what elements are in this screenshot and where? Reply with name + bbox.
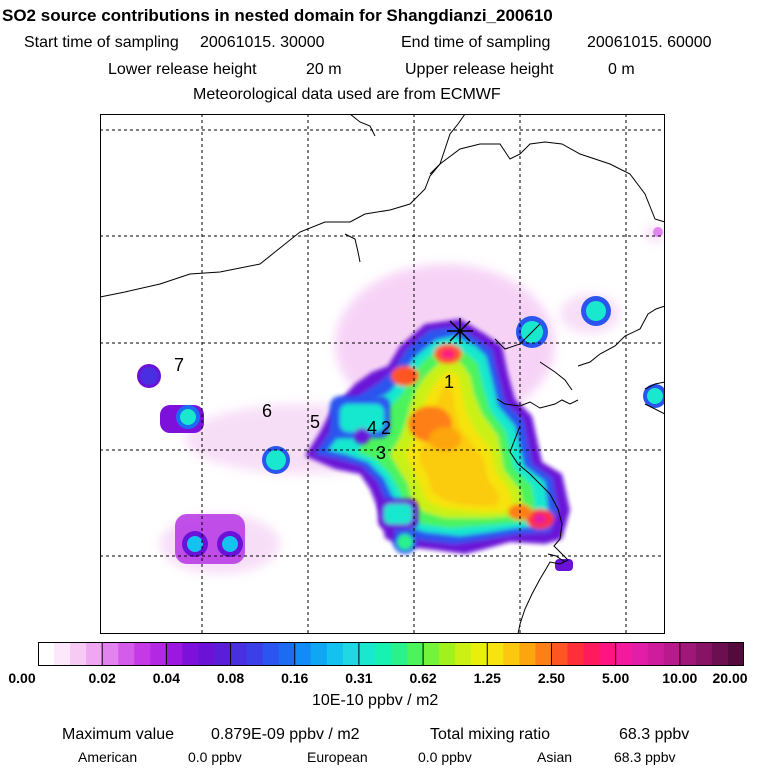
color-bar-swatch (278, 642, 296, 666)
plume-small-blobs (137, 227, 665, 571)
color-bar-tick-label: 5.00 (602, 670, 630, 686)
color-bar-swatch (599, 642, 617, 666)
color-bar-tick-label: 20.00 (712, 670, 748, 686)
region-label-3: 3 (376, 443, 386, 463)
color-bar-swatch (631, 642, 649, 666)
color-bar-swatch (663, 642, 681, 666)
color-bar-swatch (342, 642, 360, 666)
coastlines (100, 114, 665, 634)
max-value-label: Maximum value (62, 726, 175, 743)
european-value: 0.0 ppbv (418, 749, 472, 765)
receptor-star-icon (447, 318, 473, 344)
color-bar-swatch (583, 642, 601, 666)
max-value: 0.879E-09 ppbv / m2 (211, 726, 360, 743)
start-time-value: 20061015. 30000 (200, 34, 325, 51)
color-bar-swatch (150, 642, 167, 666)
plume-west-extension (330, 396, 418, 554)
color-bar-swatch (519, 642, 537, 666)
color-bar-swatch (118, 642, 135, 666)
region-label-5: 5 (310, 412, 320, 432)
color-bar-swatch (727, 642, 744, 666)
color-bar-swatch (246, 642, 264, 666)
color-bar-swatch (423, 642, 440, 666)
color-bar (38, 642, 744, 666)
color-bar-swatch (455, 642, 472, 666)
lower-release-value: 20 m (306, 61, 342, 78)
color-bar-swatch (711, 642, 729, 666)
color-bar-tick-label: 10.00 (662, 670, 698, 686)
color-bar-swatch (198, 642, 216, 666)
color-bar-swatch (551, 642, 569, 666)
color-bar-tick-label: 1.25 (473, 670, 501, 686)
color-bar-swatch (358, 642, 376, 666)
european-label: European (307, 749, 368, 765)
contribution-map: 1 2 3 4 5 6 7 (100, 114, 665, 634)
color-bar-swatch (214, 642, 232, 666)
color-bar-tick-label: 2.50 (537, 670, 566, 686)
color-bar-swatch (54, 642, 71, 666)
total-mixing-label: Total mixing ratio (430, 726, 551, 743)
color-bar-swatch (262, 642, 280, 666)
plume-main (305, 319, 570, 554)
color-bar-tick-label: 0.31 (345, 670, 373, 686)
graticule (100, 114, 665, 634)
color-bar-swatch (487, 642, 504, 666)
region-label-7: 7 (174, 355, 184, 375)
american-value: 0.0 ppbv (188, 749, 242, 765)
color-bar-swatch (326, 642, 344, 666)
region-label-4: 4 (367, 418, 377, 438)
end-time-label: End time of sampling (401, 34, 551, 51)
met-data-line: Meteorological data used are from ECMWF (193, 86, 501, 103)
unit-label: 10E-10 ppbv / m2 (312, 692, 439, 709)
color-bar-swatch (166, 642, 184, 666)
color-bar-swatch (70, 642, 87, 666)
color-bar-swatch (38, 642, 55, 666)
start-time-label: Start time of sampling (24, 34, 179, 51)
color-bar-tick-label: 0.00 (8, 670, 36, 686)
color-bar-swatch (391, 642, 408, 666)
region-label-6: 6 (262, 401, 272, 421)
color-bar-tick-label: 0.08 (216, 670, 245, 686)
color-bar-swatch (503, 642, 520, 666)
color-bar-tick-label: 0.04 (152, 670, 180, 686)
color-bar-swatch (374, 642, 392, 666)
chart-title: SO2 source contributions in nested domai… (2, 6, 553, 25)
color-bar-swatch (471, 642, 488, 666)
upper-release-value: 0 m (608, 61, 635, 78)
color-bar-swatch (439, 642, 456, 666)
color-bar-swatch (102, 642, 119, 666)
color-bar-tick-label: 0.02 (88, 670, 116, 686)
american-label: American (78, 749, 138, 765)
color-bar-swatch (567, 642, 585, 666)
color-bar-swatch (535, 642, 553, 666)
end-time-value: 20061015. 60000 (587, 34, 712, 51)
color-bar-swatch (294, 642, 312, 666)
color-bar-swatch (695, 642, 713, 666)
color-bar-swatch (647, 642, 665, 666)
region-label-1: 1 (444, 372, 454, 392)
color-bar-swatch (679, 642, 697, 666)
color-bar-swatch (407, 642, 424, 666)
color-bar-border (38, 642, 744, 666)
color-bar-swatch (134, 642, 151, 666)
asian-value: 68.3 ppbv (614, 749, 676, 765)
lower-release-label: Lower release height (108, 61, 257, 78)
color-bar-swatch (230, 642, 248, 666)
color-bar-tick-label: 0.62 (409, 670, 437, 686)
color-bar-swatch (310, 642, 328, 666)
region-labels: 1 2 3 4 5 6 7 (174, 355, 454, 463)
color-bar-swatch (86, 642, 103, 666)
region-label-2: 2 (381, 418, 391, 438)
color-bar-swatch (615, 642, 633, 666)
color-bar-tick-label: 0.16 (281, 670, 309, 686)
upper-release-label: Upper release height (405, 61, 554, 78)
color-bar-swatch (182, 642, 200, 666)
total-mixing-value: 68.3 ppbv (619, 726, 690, 743)
asian-label: Asian (537, 749, 573, 765)
